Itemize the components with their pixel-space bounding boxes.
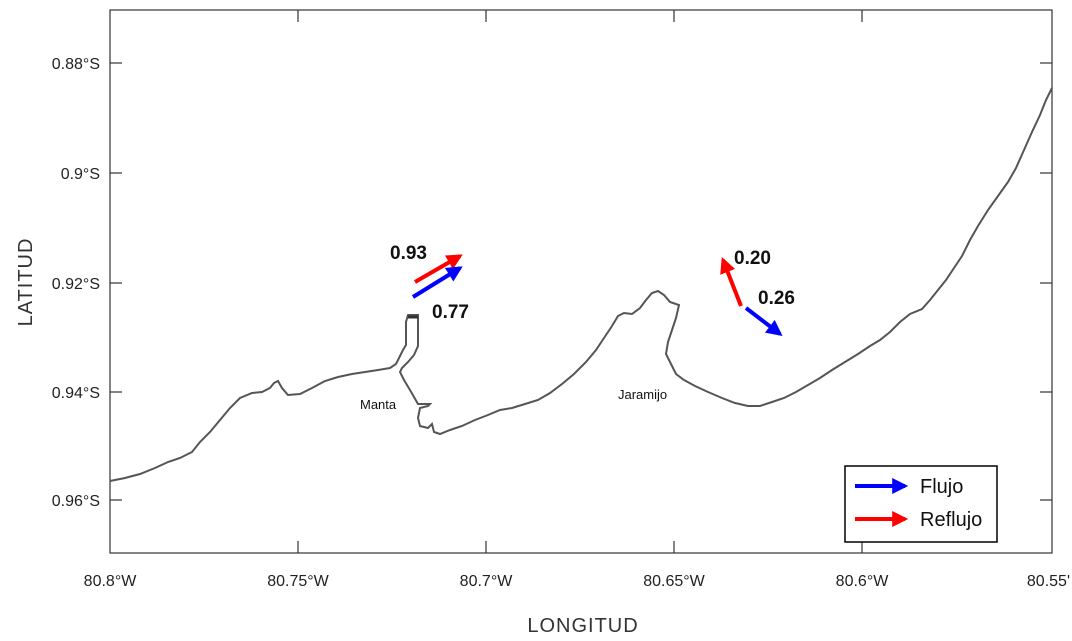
- value-label-manta-flujo: 0.77: [432, 302, 469, 323]
- legend-reflujo-label: Reflujo: [920, 509, 982, 531]
- legend-box: [844, 465, 998, 543]
- arrow-jaramijo-flujo: [744, 306, 783, 336]
- x-tick-label: 80.55': [1027, 573, 1070, 590]
- arrow-manta-flujo: [411, 266, 463, 299]
- x-tick-label: 80.8°W: [84, 573, 138, 590]
- coastline: [109, 87, 1053, 482]
- y-axis-title: LATITUD: [15, 238, 37, 327]
- arrow-manta-reflujo: [413, 254, 463, 284]
- y-tick-label: 0.88°S: [52, 56, 100, 73]
- x-tick-label: 80.6°W: [836, 573, 890, 590]
- legend-flujo-label: Flujo: [920, 476, 963, 498]
- y-tick-label: 0.94°S: [52, 385, 100, 402]
- value-label-manta-reflujo: 0.93: [390, 243, 427, 264]
- value-label-jaramijo-flujo: 0.26: [758, 288, 795, 309]
- y-tick-label: 0.92°S: [52, 276, 100, 293]
- value-label-jaramijo-reflujo: 0.20: [734, 248, 771, 269]
- legend: Flujo Reflujo: [844, 465, 998, 543]
- x-axis-title: LONGITUD: [527, 615, 638, 637]
- y-ticks: [110, 62, 1052, 501]
- x-ticks: [297, 10, 863, 553]
- place-label-jaramijo: Jaramijo: [618, 387, 667, 402]
- x-tick-label: 80.75°W: [267, 573, 329, 590]
- y-tick-label: 0.96°S: [52, 493, 100, 510]
- arrow-jaramijo-reflujo: [720, 257, 743, 307]
- x-tick-label: 80.65°W: [643, 573, 705, 590]
- plot-frame: [109, 9, 1053, 554]
- place-label-manta: Manta: [360, 397, 397, 412]
- x-tick-label: 80.7°W: [460, 573, 514, 590]
- y-tick-label: 0.9°S: [61, 166, 100, 183]
